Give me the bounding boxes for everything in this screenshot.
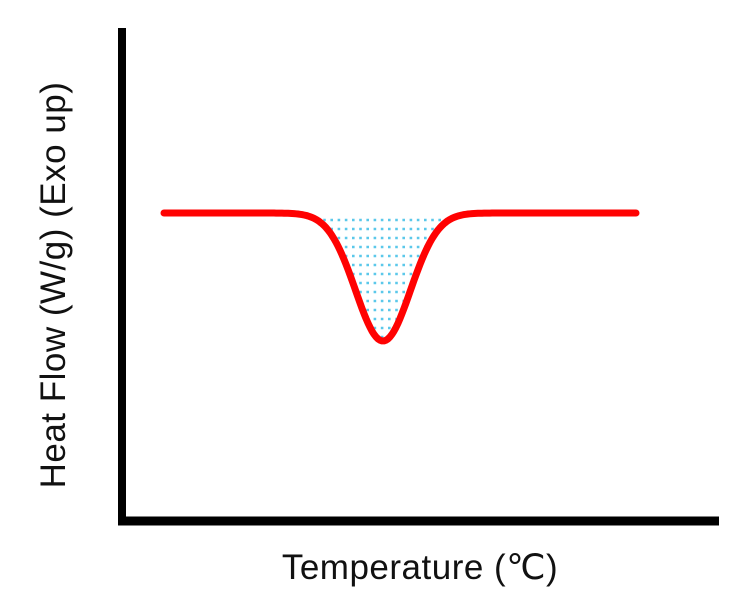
heat-flow-curve (160, 209, 640, 345)
y-axis-label: Heat Flow (W/g) (Exo up) (34, 81, 73, 489)
x-axis-label: Temperature (℃) (281, 548, 559, 587)
endotherm-dotted-fill (280, 218, 490, 339)
